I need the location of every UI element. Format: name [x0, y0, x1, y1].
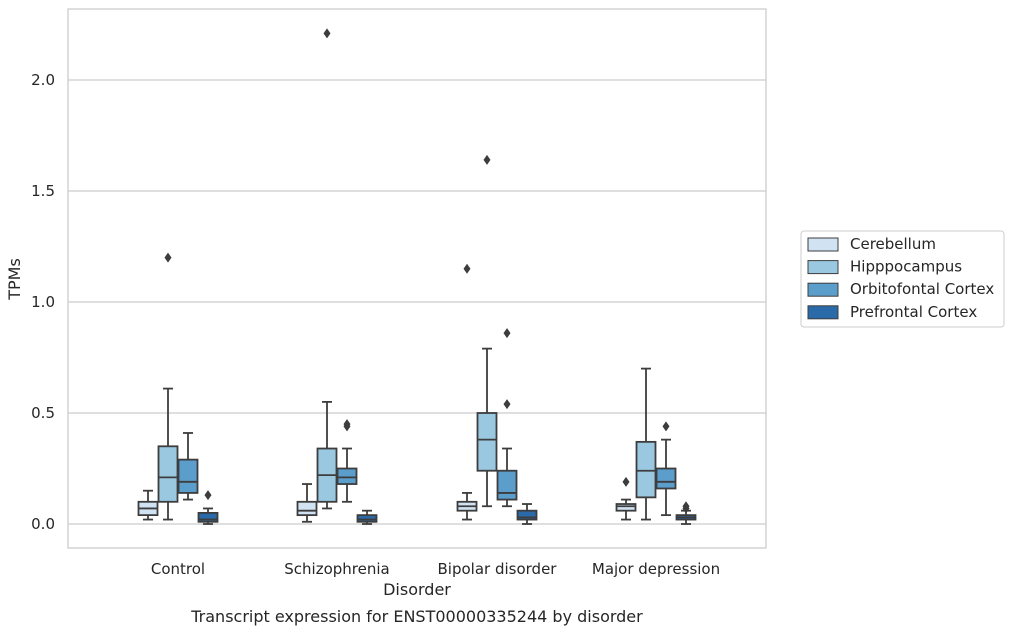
y-tick-label: 2.0 — [31, 71, 55, 89]
legend-swatch — [807, 282, 839, 297]
box-3-0 — [197, 490, 219, 525]
y-tick-label: 1.5 — [31, 182, 55, 200]
outlier-point — [622, 476, 630, 487]
box-body — [296, 500, 318, 517]
box-2-3 — [655, 421, 677, 517]
y-tick-labels: 0.0 0.5 1.0 1.5 2.0 — [31, 71, 55, 533]
y-tick-label: 1.0 — [31, 293, 55, 311]
box-3-1 — [356, 509, 378, 525]
y-axis-title: TPMs — [5, 258, 24, 301]
box-2-1 — [336, 419, 358, 503]
y-tick-label: 0.0 — [31, 515, 55, 533]
box-body — [516, 509, 538, 521]
outlier-point — [323, 28, 331, 39]
box-2-0 — [177, 432, 199, 501]
legend-frame — [800, 230, 1005, 328]
box-1-0 — [157, 252, 179, 521]
outlier-point — [483, 154, 491, 165]
x-tick-label: Control — [151, 560, 205, 578]
legend-label: Prefrontal Cortex — [850, 303, 977, 321]
x-axis-title: Disorder — [383, 580, 451, 599]
marks-layer — [137, 28, 697, 525]
box-0-0 — [137, 489, 159, 521]
legend-label: Orbitofontal Cortex — [850, 280, 994, 298]
x-tick-label: Bipolar disorder — [438, 560, 558, 578]
box-body — [177, 458, 199, 494]
legend-swatch — [807, 237, 839, 252]
box-1-3 — [635, 367, 657, 521]
box-body — [336, 467, 358, 485]
outlier-point — [463, 263, 471, 274]
outlier-point — [343, 419, 351, 430]
outlier-point — [503, 328, 511, 339]
box-body — [356, 514, 378, 523]
x-tick-label: Schizophrenia — [284, 560, 389, 578]
plot-frame — [67, 8, 767, 549]
outlier-point — [503, 399, 511, 410]
legend-label: Hipppocampus — [850, 258, 962, 276]
box-body — [157, 445, 179, 503]
box-0-1 — [296, 483, 318, 523]
grid-layer — [68, 79, 766, 525]
box-3-3 — [675, 501, 697, 525]
box-3-2 — [516, 503, 538, 525]
box-1-1 — [316, 28, 338, 510]
box-body — [476, 412, 498, 472]
box-1-2 — [476, 154, 498, 508]
chart-title: Transcript expression for ENST0000033524… — [190, 607, 643, 626]
box-0-2 — [456, 263, 478, 521]
legend-swatch — [807, 305, 839, 320]
box-2-2 — [496, 328, 518, 508]
x-tick-labels: Control Schizophrenia Bipolar disorder Majo… — [151, 560, 720, 578]
outlier-point — [164, 252, 172, 263]
outlier-point — [204, 490, 212, 501]
legend-label: Cerebellum — [850, 235, 936, 253]
box-body — [615, 503, 637, 512]
box-body — [496, 469, 518, 501]
outlier-point — [662, 421, 670, 432]
box-0-3 — [615, 476, 637, 521]
x-tick-label: Major depression — [592, 560, 720, 578]
outlier-point — [682, 501, 690, 512]
box-body — [197, 512, 219, 523]
y-tick-label: 0.5 — [31, 404, 55, 422]
legend: Cerebellum Hipppocampus Orbitofontal Corte… — [800, 230, 1005, 328]
box-body — [655, 467, 677, 490]
legend-swatch — [807, 260, 839, 275]
box-body — [635, 440, 657, 499]
